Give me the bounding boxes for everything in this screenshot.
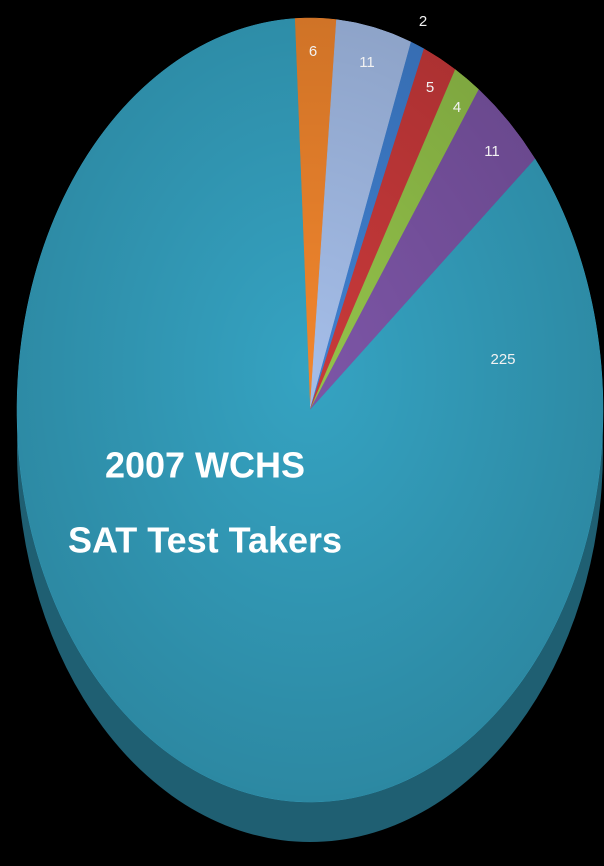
data-label: 11 [359, 54, 375, 71]
data-label: 6 [309, 43, 317, 60]
data-label: 2 [419, 13, 427, 30]
slices [16, 17, 604, 803]
data-label: 4 [453, 99, 461, 116]
data-label: 11 [484, 143, 500, 160]
chart-title: 2007 WCHS [105, 445, 305, 486]
data-label: 5 [426, 79, 434, 96]
chart-title: SAT Test Takers [68, 520, 342, 561]
data-label: 225 [490, 351, 515, 368]
